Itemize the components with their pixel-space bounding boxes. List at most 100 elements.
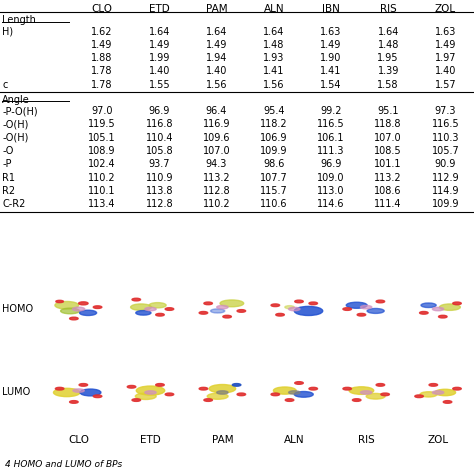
Ellipse shape [165,308,173,310]
Text: 109.9: 109.9 [432,199,459,209]
Ellipse shape [145,307,156,311]
Text: 111.4: 111.4 [374,199,402,209]
Text: 1.48: 1.48 [263,40,284,50]
Text: 1.41: 1.41 [320,66,342,76]
Text: 1.58: 1.58 [377,80,399,90]
Text: 109.9: 109.9 [260,146,288,156]
Text: 1.64: 1.64 [149,27,170,36]
Text: R1: R1 [2,173,15,182]
Ellipse shape [54,388,80,397]
Ellipse shape [276,313,284,316]
Text: 1.99: 1.99 [149,53,170,63]
Text: 1.64: 1.64 [206,27,227,36]
Text: CLO: CLO [68,435,89,445]
Text: HOMO: HOMO [2,304,34,314]
Text: 105.1: 105.1 [88,133,116,143]
Ellipse shape [366,393,385,399]
Ellipse shape [136,310,151,315]
Ellipse shape [309,302,318,305]
Ellipse shape [237,393,246,396]
Ellipse shape [155,313,164,316]
Ellipse shape [420,392,437,397]
Text: -O(H): -O(H) [2,119,29,129]
Text: 1.94: 1.94 [206,53,227,63]
Text: 119.5: 119.5 [88,119,116,129]
Text: c: c [2,80,8,90]
Text: -O: -O [2,146,14,156]
Text: 1.88: 1.88 [91,53,113,63]
Text: Length: Length [2,15,36,26]
Ellipse shape [294,392,313,397]
Ellipse shape [381,393,390,396]
Ellipse shape [289,307,300,311]
Ellipse shape [204,302,212,305]
Text: 110.4: 110.4 [146,133,173,143]
Ellipse shape [132,399,140,401]
Text: 96.9: 96.9 [320,159,342,169]
Ellipse shape [199,387,208,390]
Text: -O(H): -O(H) [2,133,29,143]
Text: 1.95: 1.95 [377,53,399,63]
Text: 110.3: 110.3 [432,133,459,143]
Ellipse shape [285,306,294,309]
Ellipse shape [453,302,461,305]
Text: 114.9: 114.9 [432,186,459,196]
Text: 1.56: 1.56 [263,80,284,90]
Text: 99.2: 99.2 [320,106,342,116]
Text: 1.49: 1.49 [91,40,113,50]
Text: C-R2: C-R2 [2,199,26,209]
Text: 1.90: 1.90 [320,53,342,63]
Ellipse shape [415,395,423,398]
Text: PAM: PAM [211,435,233,445]
Ellipse shape [352,399,361,401]
Text: 118.2: 118.2 [260,119,288,129]
Ellipse shape [130,304,151,310]
Text: 116.8: 116.8 [146,119,173,129]
Ellipse shape [367,309,384,313]
Text: 107.0: 107.0 [374,133,402,143]
Ellipse shape [132,298,140,301]
Ellipse shape [79,302,88,305]
Ellipse shape [55,301,79,309]
Text: 1.63: 1.63 [435,27,456,36]
Text: 1.39: 1.39 [377,66,399,76]
Ellipse shape [376,300,385,303]
Ellipse shape [271,304,280,307]
Text: 1.78: 1.78 [91,80,113,90]
Text: 108.9: 108.9 [88,146,116,156]
Text: 106.9: 106.9 [260,133,288,143]
Ellipse shape [271,393,280,396]
Text: 110.2: 110.2 [203,199,230,209]
Text: 101.1: 101.1 [374,159,402,169]
Text: 97.0: 97.0 [91,106,113,116]
Ellipse shape [223,315,231,318]
Ellipse shape [73,307,85,311]
Ellipse shape [432,307,444,311]
Ellipse shape [93,395,102,398]
Ellipse shape [217,391,228,394]
Text: ZOL: ZOL [435,4,456,14]
Ellipse shape [80,310,97,316]
Ellipse shape [80,389,101,396]
Text: 118.8: 118.8 [374,119,402,129]
Ellipse shape [349,387,374,394]
Text: 95.4: 95.4 [263,106,284,116]
Ellipse shape [207,393,228,399]
Ellipse shape [199,311,208,314]
Text: 1.48: 1.48 [377,40,399,50]
Text: RIS: RIS [358,435,374,445]
Text: 1.40: 1.40 [149,66,170,76]
Ellipse shape [289,391,300,394]
Ellipse shape [149,302,166,308]
Text: 1.78: 1.78 [91,66,113,76]
Text: 93.7: 93.7 [148,159,170,169]
Text: Angle: Angle [2,95,30,105]
Ellipse shape [443,401,452,403]
Text: H): H) [2,27,13,36]
Text: 113.2: 113.2 [203,173,230,182]
Text: ALN: ALN [264,4,284,14]
Text: LUMO: LUMO [2,387,31,398]
Text: 1.62: 1.62 [91,27,113,36]
Ellipse shape [209,384,236,393]
Text: 110.1: 110.1 [88,186,116,196]
